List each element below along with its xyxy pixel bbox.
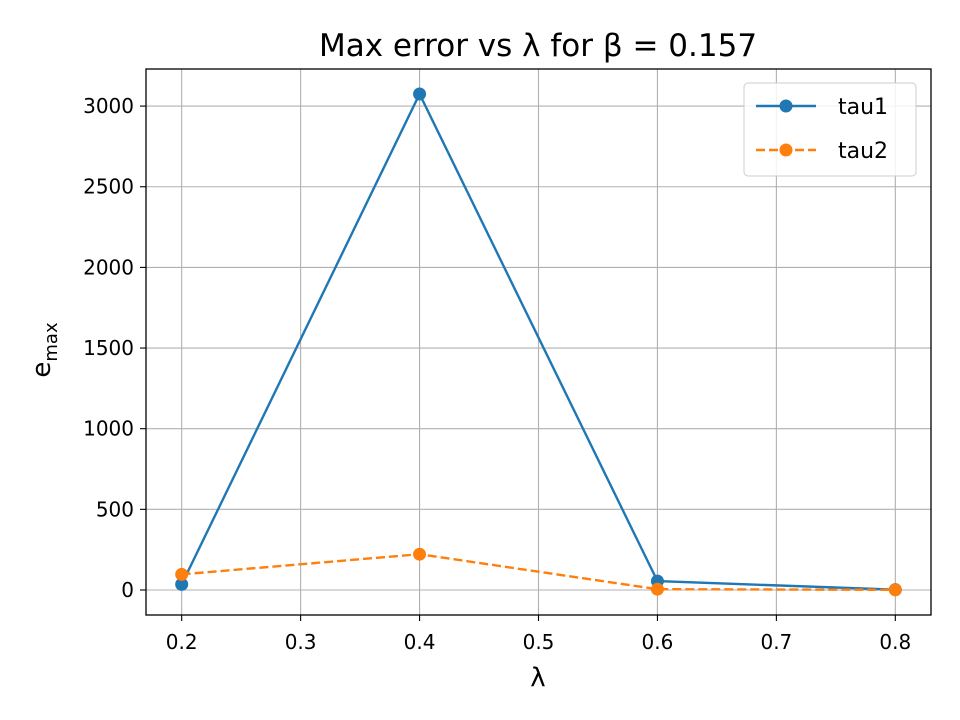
legend-label-tau1: tau1 — [838, 95, 888, 120]
y-tick-label: 500 — [96, 497, 134, 521]
series-layer — [175, 87, 902, 597]
data-point-tau2 — [650, 582, 664, 596]
y-tick-label: 0 — [121, 578, 134, 602]
series-line-tau1 — [180, 91, 896, 591]
series-line-tau2 — [181, 552, 896, 592]
y-axis-label: emax — [27, 322, 62, 378]
data-point-tau1 — [175, 577, 189, 591]
data-point-tau2 — [175, 567, 189, 581]
y-tick-label: 1500 — [83, 336, 134, 360]
x-tick-label: 0.6 — [642, 630, 674, 654]
y-tick-label: 2000 — [83, 255, 134, 279]
x-tick-label: 0.8 — [879, 630, 911, 654]
x-axis-label: λ — [530, 663, 545, 693]
x-tick-label: 0.7 — [760, 630, 792, 654]
legend-marker-tau2 — [779, 143, 793, 157]
legend: tau1 tau2 — [743, 82, 917, 177]
y-axis-label-main: e — [27, 362, 57, 378]
x-tick-label: 0.3 — [285, 630, 317, 654]
x-axis-ticks: 0.2 0.3 0.4 0.5 0.6 0.7 0.8 — [166, 615, 911, 654]
x-tick-label: 0.4 — [404, 630, 436, 654]
y-tick-label: 2500 — [83, 175, 134, 199]
legend-box — [743, 82, 917, 177]
x-tick-label: 0.2 — [166, 630, 198, 654]
y-tick-label: 1000 — [83, 417, 134, 441]
legend-label-tau2: tau2 — [838, 139, 888, 164]
data-point-tau1 — [413, 87, 427, 101]
y-tick-label: 3000 — [83, 94, 134, 118]
legend-marker-tau1 — [779, 99, 793, 113]
chart-title: Max error vs λ for β = 0.157 — [319, 28, 757, 64]
y-axis-label-subscript: max — [41, 322, 62, 362]
y-axis-ticks: 0 500 1000 1500 2000 2500 3000 — [83, 94, 146, 602]
data-point-tau2 — [413, 547, 427, 561]
data-point-tau2 — [888, 583, 902, 597]
x-tick-label: 0.5 — [523, 630, 555, 654]
plot-frame — [145, 68, 932, 616]
